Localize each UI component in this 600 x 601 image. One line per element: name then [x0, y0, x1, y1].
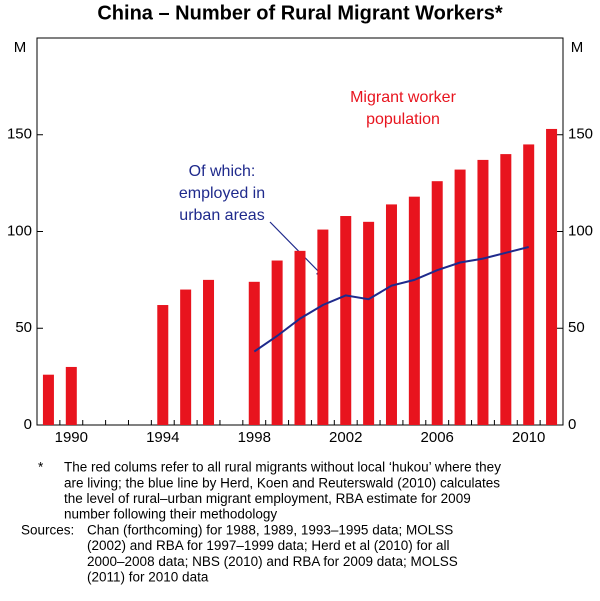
- bar: [431, 181, 443, 425]
- note-line: The red colums refer to all rural migran…: [64, 460, 501, 475]
- x-tick-label: 1994: [146, 429, 179, 446]
- note-line: the level of rural–urban migrant employm…: [64, 491, 471, 506]
- y2-tick-label: 100: [568, 222, 593, 239]
- annotation: population: [366, 111, 440, 128]
- bar: [317, 229, 329, 425]
- y-tick-label: 150: [7, 126, 32, 143]
- bar: [271, 260, 283, 425]
- annotation: urban areas: [179, 207, 264, 224]
- note-line: (2002) and RBA for 1997–1999 data; Herd …: [87, 538, 449, 553]
- y2-unit: M: [571, 39, 584, 56]
- note-line: (2011) for 2010 data: [87, 569, 209, 584]
- bar: [180, 289, 192, 425]
- note-marker: *: [38, 460, 44, 475]
- annotation: Migrant worker: [350, 89, 456, 106]
- bar: [546, 128, 558, 425]
- bar: [385, 204, 397, 425]
- annotation: Of which:: [189, 163, 256, 180]
- y-unit: M: [14, 39, 27, 56]
- bar: [408, 196, 420, 425]
- note-line: number following their methodology: [64, 507, 277, 522]
- bar: [42, 374, 54, 425]
- line: [253, 246, 529, 353]
- bar: [340, 216, 352, 425]
- y-tick-label: 0: [24, 416, 32, 433]
- bar: [157, 305, 169, 425]
- annotation: employed in: [179, 185, 265, 202]
- y2-tick-label: 50: [568, 319, 585, 336]
- x-tick-label: 1990: [55, 429, 88, 446]
- x-tick-label: 1998: [238, 429, 271, 446]
- y2-tick-label: 150: [568, 126, 593, 143]
- chart-title: China – Number of Rural Migrant Workers*: [97, 2, 502, 24]
- bar: [203, 279, 215, 425]
- note-marker: Sources:: [21, 522, 74, 537]
- x-tick-label: 2010: [512, 429, 545, 446]
- x-tick-label: 2006: [421, 429, 454, 446]
- x-tick-label: 2002: [329, 429, 362, 446]
- y2-tick-label: 0: [568, 416, 576, 433]
- annotation-arrow: [269, 221, 323, 276]
- y-tick-label: 100: [7, 222, 32, 239]
- bar: [248, 281, 260, 425]
- bar: [294, 250, 306, 425]
- bar: [500, 154, 512, 425]
- bar: [454, 169, 466, 425]
- note-line: 2000–2008 data; NBS (2010) and RBA for 2…: [87, 554, 458, 569]
- note-line: are living; the blue line by Herd, Koen …: [64, 475, 500, 490]
- note-line: Chan (forthcoming) for 1988, 1989, 1993–…: [87, 522, 453, 537]
- bar: [363, 221, 375, 425]
- bar: [523, 144, 535, 426]
- y-tick-label: 50: [15, 319, 32, 336]
- bar: [477, 159, 489, 425]
- bar: [65, 366, 77, 425]
